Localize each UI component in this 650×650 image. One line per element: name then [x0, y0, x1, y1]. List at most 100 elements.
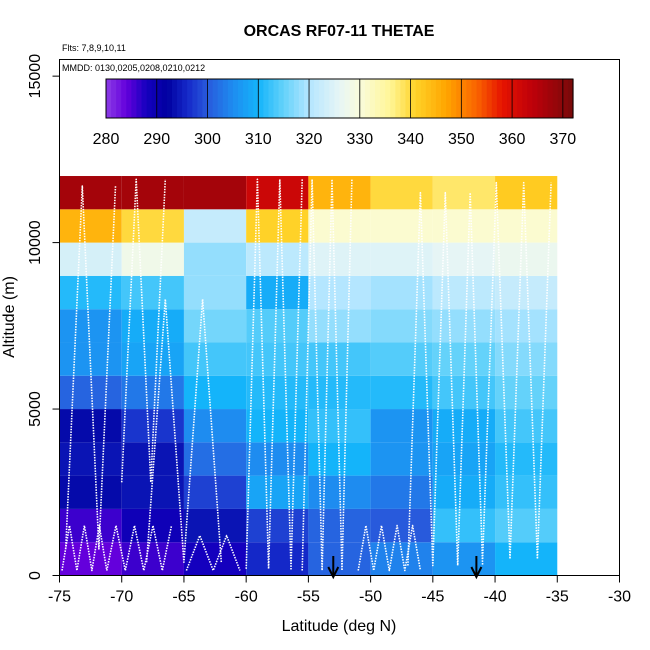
heatmap-cell — [121, 242, 184, 276]
colorbar-segment — [217, 79, 224, 118]
colorbar-segment — [126, 79, 132, 118]
colorbar-segment — [400, 79, 407, 118]
colorbar-segment — [461, 79, 468, 118]
heatmap-cell — [370, 508, 433, 543]
heatmap-cell — [370, 442, 433, 476]
latitude-markers — [327, 556, 483, 580]
colorbar-segment — [293, 79, 300, 118]
chart-title: ORCAS RF07-11 THETAE — [244, 23, 435, 40]
heatmap-cell — [308, 209, 371, 243]
colorbar-segment — [507, 79, 513, 118]
colorbar-segment — [227, 79, 234, 118]
heatmap-cell — [370, 342, 433, 376]
heatmap-cell — [308, 508, 371, 543]
x-tick-label: -55 — [297, 589, 320, 606]
heatmap-cell — [495, 209, 558, 243]
heatmap-cell — [432, 442, 496, 476]
y-tick-label: 5000 — [27, 391, 44, 427]
colorbar-segment — [405, 79, 412, 118]
colorbar-segment — [187, 79, 193, 118]
y-tick-label: 0 — [27, 571, 44, 580]
colorbar-segment — [253, 79, 259, 118]
heatmap-cell — [308, 475, 371, 509]
colorbar-segment — [258, 79, 264, 118]
y-axis-label: Altitude (m) — [1, 276, 18, 358]
colorbar-tick-label: 310 — [245, 131, 272, 148]
flight-track — [64, 185, 117, 550]
colorbar-segment — [425, 79, 432, 118]
heatmap-cell — [495, 442, 558, 476]
colorbar-segment — [303, 79, 310, 118]
heatmap-cell — [59, 409, 122, 443]
colorbar-segment — [359, 79, 366, 118]
colorbar-segment — [385, 79, 391, 118]
colorbar-segment — [567, 79, 574, 118]
colorbar-segment — [263, 79, 270, 118]
colorbar-segment — [435, 79, 442, 118]
flights-note: Flts: 7,8,9,10,11 — [62, 43, 126, 53]
colorbar-segment — [547, 79, 554, 118]
dates-note: MMDD: 0130,0205,0208,0210,0212 — [62, 63, 205, 73]
colorbar-segment — [273, 79, 280, 118]
heatmap-cell — [246, 342, 309, 376]
x-tick-label: -70 — [110, 589, 133, 606]
heatmap-cell — [246, 375, 309, 410]
heatmap-cell — [370, 375, 433, 410]
colorbar-segment — [486, 79, 493, 118]
heatmap-cell — [59, 209, 122, 243]
latitude-arrow-marker — [327, 556, 340, 580]
heatmap-cell — [246, 542, 309, 576]
x-tick-label: -35 — [546, 589, 569, 606]
heatmap-cell — [370, 409, 433, 443]
heatmap-cell — [495, 176, 558, 210]
colorbar-segment — [314, 79, 320, 118]
heatmap-cell — [495, 375, 558, 410]
colorbar-tick-label: 340 — [397, 131, 424, 148]
heatmap-cell — [495, 542, 558, 576]
heatmap-cell — [183, 242, 247, 276]
axes: -75 -70 -65 -60 -55 -50 -45 -40 -35 -30 0 5000 10000… — [27, 54, 631, 606]
colorbar-segment — [512, 79, 518, 118]
colorbar-segment — [466, 79, 473, 118]
colorbar-segment — [471, 79, 478, 118]
colorbar-segment — [298, 79, 305, 118]
colorbar-segment — [141, 79, 148, 118]
colorbar-tick-label: 300 — [194, 131, 221, 148]
heatmap-cell — [246, 409, 309, 443]
colorbar-segment — [380, 79, 386, 118]
heatmap-cell — [246, 176, 309, 210]
heatmap-cell — [246, 309, 309, 343]
colorbar-segment — [557, 79, 564, 118]
heatmap-cell — [432, 508, 496, 543]
colorbar-tick-label: 370 — [549, 131, 576, 148]
heatmap-cell — [59, 275, 122, 310]
colorbar-segment — [364, 79, 371, 118]
heatmap-cell — [246, 508, 309, 543]
colorbar-segment — [212, 79, 219, 118]
heatmap-cell — [121, 542, 184, 576]
heatmap-cell — [432, 176, 496, 210]
colorbar-segment — [481, 79, 488, 118]
colorbar-segment — [501, 79, 508, 118]
heatmap-cell — [59, 342, 122, 376]
colorbar-segment — [456, 79, 462, 118]
colorbar-segment — [319, 79, 325, 118]
heatmap-cell — [370, 542, 433, 576]
plot-frame — [59, 59, 620, 576]
flight-track — [61, 524, 108, 572]
flight-tracks — [61, 178, 552, 572]
colorbar-segment — [171, 79, 178, 118]
heatmap-cell — [495, 275, 558, 310]
heatmap-cell — [59, 375, 122, 410]
colorbar-segment — [207, 79, 214, 118]
colorbar-segment — [268, 79, 275, 118]
heatmap-cell — [370, 209, 433, 243]
heatmap-cell — [121, 342, 184, 376]
x-tick-label: -50 — [359, 589, 382, 606]
colorbar-segment — [562, 79, 569, 118]
flight-track — [120, 178, 167, 484]
heatmap-cell — [183, 209, 247, 243]
colorbar-segment — [390, 79, 396, 118]
colorbar-segment — [192, 79, 198, 118]
heatmap-cell — [183, 442, 247, 476]
